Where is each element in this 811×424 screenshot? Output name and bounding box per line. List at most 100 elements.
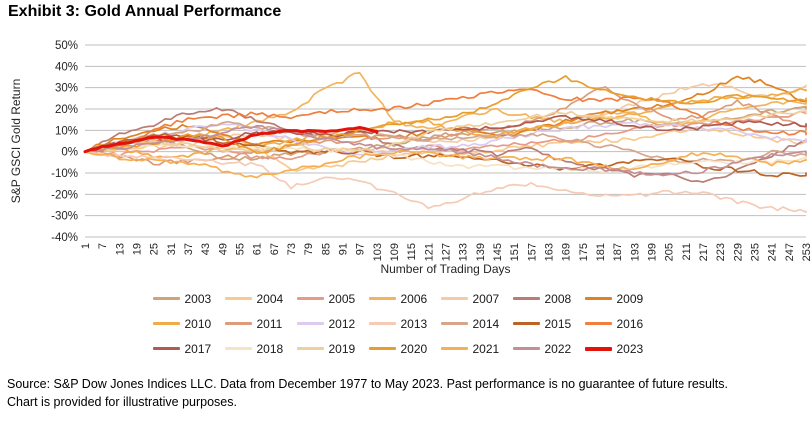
y-tick-label: 10% xyxy=(55,125,78,137)
legend-swatch-2022 xyxy=(512,347,540,350)
legend-label-2018: 2018 xyxy=(256,341,284,356)
x-tick-label: 37 xyxy=(183,243,195,255)
legend-swatch-2012 xyxy=(296,322,324,325)
y-tick-label: 40% xyxy=(55,61,78,73)
chart-title: Exhibit 3: Gold Annual Performance xyxy=(8,3,282,20)
legend-item-2014: 2014 xyxy=(440,311,513,336)
legend-label-2015: 2015 xyxy=(544,316,572,331)
y-tick-label: -30% xyxy=(51,211,78,223)
x-tick-label: 187 xyxy=(612,243,624,261)
x-tick-label: 67 xyxy=(269,243,281,255)
x-axis-title: Number of Trading Days xyxy=(380,262,511,276)
legend-label-2022: 2022 xyxy=(544,341,572,356)
legend-label-2021: 2021 xyxy=(472,341,500,356)
legend-label-2007: 2007 xyxy=(472,291,500,306)
legend-swatch-2023 xyxy=(584,346,612,351)
legend-label-2014: 2014 xyxy=(472,316,500,331)
legend-label-2023: 2023 xyxy=(616,341,644,356)
y-tick-label: 0% xyxy=(61,147,78,159)
y-tick-label: 20% xyxy=(55,104,78,116)
legend-swatch-2007 xyxy=(440,297,468,300)
x-tick-label: 205 xyxy=(664,243,676,261)
x-tick-label: 163 xyxy=(544,243,556,261)
legend-label-2012: 2012 xyxy=(328,316,356,331)
series-line-2021 xyxy=(84,149,807,179)
series-line-2007 xyxy=(84,83,807,153)
x-tick-label: 73 xyxy=(286,243,298,255)
series-line-2023 xyxy=(83,126,379,154)
x-tick-label: 43 xyxy=(200,243,212,255)
x-tick-label: 1 xyxy=(80,243,92,249)
legend-swatch-2015 xyxy=(512,322,540,325)
legend-item-2017: 2017 xyxy=(152,336,225,361)
legend-swatch-2003 xyxy=(152,297,180,300)
legend-label-2013: 2013 xyxy=(400,316,428,331)
legend-swatch-2005 xyxy=(296,297,324,300)
x-tick-label: 103 xyxy=(372,243,384,261)
legend-item-2018: 2018 xyxy=(224,336,297,361)
legend-item-2008: 2008 xyxy=(512,286,585,311)
x-tick-label: 115 xyxy=(406,243,418,261)
legend-swatch-2018 xyxy=(224,347,252,350)
legend-label-2011: 2011 xyxy=(256,316,283,331)
x-tick-label: 193 xyxy=(629,243,641,261)
series-line-2018 xyxy=(84,143,807,173)
x-tick-label: 247 xyxy=(784,243,796,261)
x-tick-label: 217 xyxy=(698,243,710,261)
legend-item-2011: 2011 xyxy=(224,311,297,336)
legend-item-2003: 2003 xyxy=(152,286,225,311)
x-tick-label: 175 xyxy=(578,243,590,261)
source-note-line-2: Chart is provided for illustrative purpo… xyxy=(7,395,237,409)
x-tick-label: 241 xyxy=(767,243,779,261)
x-tick-label: 169 xyxy=(561,243,573,261)
legend-label-2008: 2008 xyxy=(544,291,572,306)
legend-label-2003: 2003 xyxy=(184,291,212,306)
legend-label-2005: 2005 xyxy=(328,291,356,306)
legend-swatch-2014 xyxy=(440,322,468,325)
source-note: Source: S&P Dow Jones Indices LLC. Data … xyxy=(7,375,807,411)
legend-label-2006: 2006 xyxy=(400,291,428,306)
legend-label-2004: 2004 xyxy=(256,291,284,306)
x-tick-label: 199 xyxy=(647,243,659,261)
x-tick-label: 13 xyxy=(114,243,126,255)
x-tick-label: 91 xyxy=(338,243,350,255)
legend-item-2004: 2004 xyxy=(224,286,297,311)
x-tick-label: 133 xyxy=(458,243,470,261)
legend-item-2023: 2023 xyxy=(584,336,657,361)
legend-item-2016: 2016 xyxy=(584,311,657,336)
y-tick-label: 30% xyxy=(55,83,78,95)
x-tick-label: 79 xyxy=(303,243,315,255)
x-tick-label: 127 xyxy=(441,243,453,261)
x-tick-label: 49 xyxy=(217,243,229,255)
legend-item-2020: 2020 xyxy=(368,336,441,361)
legend-item-2015: 2015 xyxy=(512,311,585,336)
x-tick-label: 253 xyxy=(801,243,811,261)
legend-item-2006: 2006 xyxy=(368,286,441,311)
legend-swatch-2013 xyxy=(368,322,396,325)
x-tick-label: 61 xyxy=(252,243,264,255)
series-line-2019 xyxy=(84,110,807,153)
legend-label-2009: 2009 xyxy=(616,291,644,306)
x-tick-label: 211 xyxy=(681,243,693,261)
legend-swatch-2021 xyxy=(440,347,468,350)
source-note-line-1: Source: S&P Dow Jones Indices LLC. Data … xyxy=(7,377,728,391)
x-tick-label: 97 xyxy=(355,243,367,255)
legend-item-2010: 2010 xyxy=(152,311,225,336)
x-tick-label: 151 xyxy=(509,243,521,261)
x-tick-label: 145 xyxy=(492,243,504,261)
legend-label-2017: 2017 xyxy=(184,341,212,356)
x-tick-label: 121 xyxy=(423,243,435,261)
legend-swatch-2004 xyxy=(224,297,252,300)
legend-item-2009: 2009 xyxy=(584,286,657,311)
legend-swatch-2011 xyxy=(224,322,252,325)
chart-legend: 2003 2004 2005 2006 2007 2008 2009 2010 2011 2012… xyxy=(0,286,811,361)
x-tick-label: 19 xyxy=(132,243,144,255)
x-tick-label: 229 xyxy=(732,243,744,261)
x-tick-label: 235 xyxy=(750,243,762,261)
legend-label-2010: 2010 xyxy=(184,316,212,331)
legend-item-2021: 2021 xyxy=(440,336,513,361)
legend-label-2019: 2019 xyxy=(328,341,356,356)
x-tick-label: 55 xyxy=(235,243,247,255)
legend-swatch-2016 xyxy=(584,322,612,325)
